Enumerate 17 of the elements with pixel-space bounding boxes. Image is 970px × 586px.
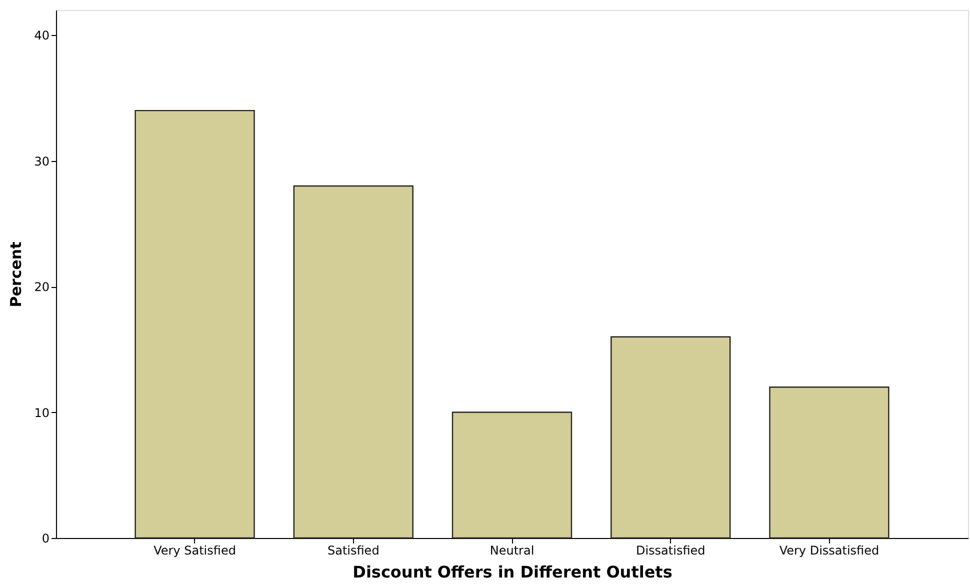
y-tick-label: 20: [34, 280, 50, 294]
bar: [769, 386, 890, 539]
x-axis-title: Discount Offers in Different Outlets: [352, 562, 672, 582]
bar: [293, 185, 414, 539]
x-tick-label: Satisfied: [327, 544, 380, 558]
x-tick-label: Very Dissatisfied: [779, 544, 880, 558]
y-axis-title: Percent: [7, 242, 26, 308]
bar: [134, 110, 255, 539]
y-tick-label: 10: [34, 406, 50, 420]
bar: [452, 412, 572, 539]
y-tick-label: 30: [34, 154, 50, 168]
y-tick-label: 0: [42, 532, 50, 546]
y-tick-label: 40: [34, 28, 50, 43]
x-tick-label: Dissatisfied: [636, 544, 706, 558]
x-tick-label: Very Satisfied: [154, 544, 236, 558]
x-tick-label: Neutral: [490, 544, 534, 558]
bar: [610, 336, 731, 539]
